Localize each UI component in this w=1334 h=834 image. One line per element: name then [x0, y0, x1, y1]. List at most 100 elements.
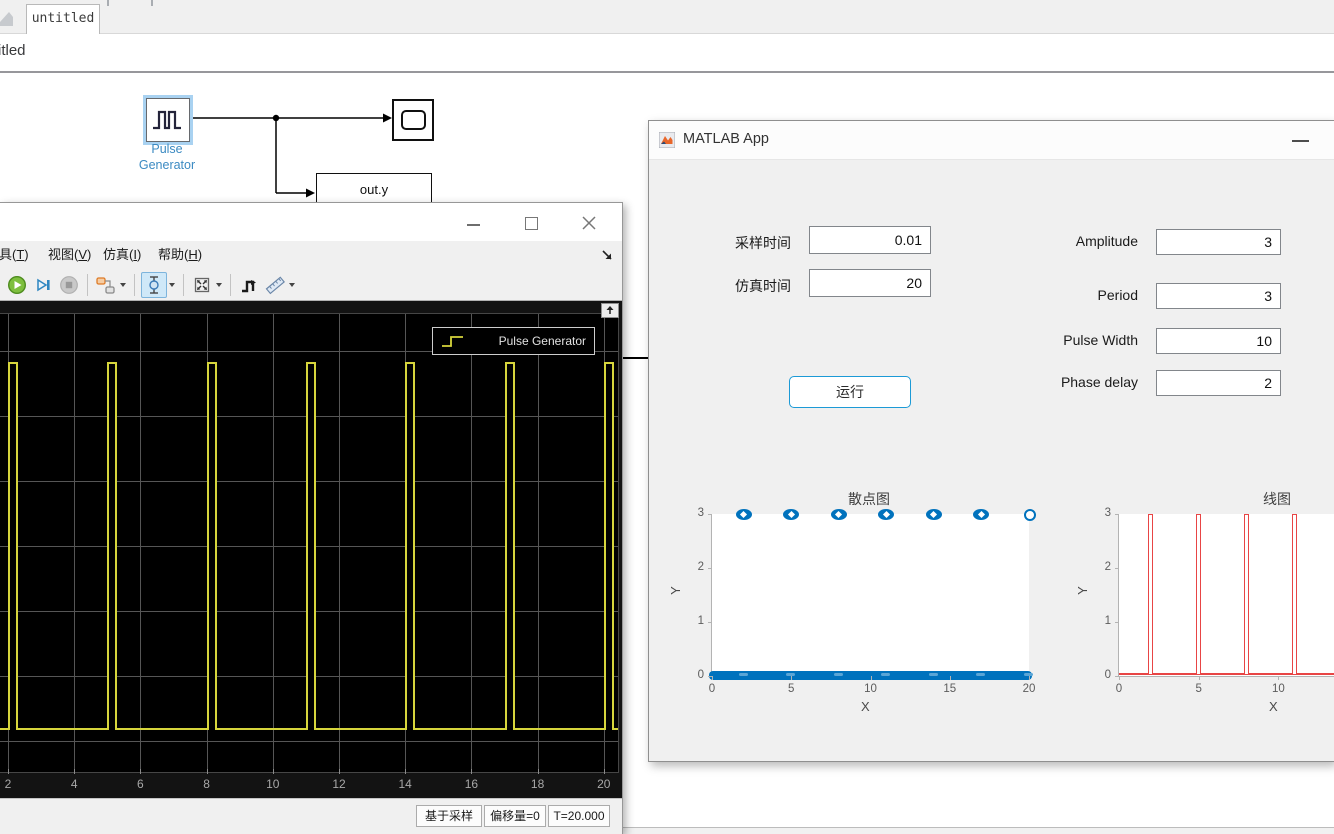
signal-pulse [504, 362, 515, 730]
tick-mark [339, 769, 340, 774]
legend-label: Pulse Generator [498, 334, 586, 348]
label-sim-time: 仿真时间 [735, 278, 791, 294]
band-highlight [881, 673, 891, 676]
signal-pulse [107, 362, 118, 730]
step-forward-button[interactable] [31, 273, 55, 297]
stop-button[interactable] [57, 273, 81, 297]
tick-mark [140, 769, 142, 774]
scatter-ylabel: Y [667, 586, 683, 595]
line-pulse [1148, 514, 1154, 674]
menu-simulation[interactable]: 仿真(I) [103, 247, 142, 262]
band-highlight [1024, 673, 1033, 676]
measurements-button[interactable] [263, 273, 287, 297]
label-sample-time: 采样时间 [735, 235, 791, 251]
tick-label: 3 [1104, 507, 1111, 519]
dropdown-caret[interactable] [289, 282, 295, 287]
tick-label: 0 [708, 683, 716, 695]
scope-title-bar[interactable] [0, 203, 622, 241]
marker-gap [740, 510, 748, 518]
scope-screen-icon [401, 110, 426, 130]
signal-pulse [8, 362, 18, 730]
line-ylabel: Y [1074, 586, 1090, 595]
expand-plot-button[interactable] [601, 303, 619, 318]
toolbar-separator [183, 273, 184, 296]
menu-tools[interactable]: 工具(T) [0, 247, 29, 262]
tick-mark [1278, 676, 1280, 680]
tick-label: 2 [1104, 561, 1111, 573]
tick-mark [708, 568, 712, 569]
band-highlight [976, 673, 986, 676]
maximize-button[interactable] [518, 214, 544, 232]
scope-block[interactable] [392, 99, 434, 141]
zoom-fit-icon [194, 277, 210, 292]
matlab-logo-icon [659, 132, 675, 148]
tick-label: 2 [697, 561, 704, 573]
tick-label: 4 [70, 777, 78, 791]
tick-label: 10 [864, 683, 877, 695]
dropdown-caret[interactable] [169, 282, 175, 287]
band-highlight [833, 673, 843, 676]
line-plot-area: 0 5 10 0 1 2 3 [1105, 507, 1334, 695]
dropdown-caret[interactable] [120, 282, 126, 287]
tick-label: 0 [1104, 669, 1111, 681]
dock-arrow-icon[interactable] [601, 249, 614, 262]
run-button[interactable]: 运行 [789, 376, 911, 408]
tick-mark [206, 769, 208, 774]
pulse-generator-label-line2: Generator [138, 158, 196, 172]
phase-delay-field[interactable]: 2 [1156, 370, 1281, 396]
cursor-measurements-button[interactable] [141, 271, 167, 298]
scatter-marker [878, 508, 895, 520]
step-signal-button[interactable] [237, 273, 261, 297]
scatter-marker [925, 508, 942, 520]
model-tab-untitled[interactable]: untitled [26, 4, 100, 34]
signal-pulse [305, 362, 316, 730]
gridline-v [272, 314, 274, 772]
line-pulse [1196, 514, 1202, 674]
dropdown-caret[interactable] [216, 282, 222, 287]
status-time: T=20.000 [548, 805, 610, 827]
period-field[interactable]: 3 [1156, 283, 1281, 309]
label-amplitude: Amplitude [1075, 233, 1138, 249]
marker-gap [835, 510, 843, 518]
hidden-wire-segment [622, 357, 648, 359]
toolbar-separator [134, 273, 135, 296]
signal-pulse [206, 362, 217, 730]
configure-signals-button[interactable] [94, 273, 118, 297]
scatter-title: 散点图 [848, 491, 890, 507]
gridline-h [0, 351, 618, 352]
scope-status-bar: 基于采样 偏移量=0 T=20.000 [0, 798, 622, 834]
menu-help[interactable]: 帮助(H) [158, 247, 203, 262]
zoom-fit-button[interactable] [190, 273, 214, 297]
scope-legend[interactable]: Pulse Generator [432, 327, 595, 355]
amplitude-field[interactable]: 3 [1156, 229, 1281, 255]
line-xlabel: X [1269, 699, 1278, 714]
tick-mark [1029, 676, 1030, 680]
app-title-bar[interactable]: MATLAB App [649, 121, 1334, 160]
tick-mark [712, 676, 713, 680]
scope-toolbar [0, 269, 622, 301]
line-pulse [1291, 514, 1297, 674]
run-icon [7, 275, 27, 294]
simulink-status-strip [0, 827, 1334, 834]
scatter-baseline-band [709, 671, 1032, 680]
sim-time-field[interactable]: 20 [809, 269, 931, 297]
gridline-h [0, 741, 618, 742]
close-button[interactable] [576, 214, 602, 232]
minimize-button[interactable] [460, 214, 486, 232]
sample-time-field[interactable]: 0.01 [809, 226, 931, 254]
app-minimize-button[interactable] [1292, 140, 1309, 142]
app-title: MATLAB App [683, 131, 769, 147]
tick-mark [1115, 676, 1119, 677]
scope-plot-area: Pulse Generator [0, 313, 619, 773]
scope-display: Pulse Generator 2 4 6 8 10 12 14 16 18 20 [0, 301, 622, 798]
run-button[interactable] [5, 273, 29, 297]
pulse-generator-block[interactable] [146, 98, 190, 142]
label-pulse-width: Pulse Width [1063, 332, 1138, 348]
tick-label: 14 [398, 777, 412, 791]
tick-label: 1 [697, 615, 704, 627]
close-icon [582, 216, 596, 230]
tick-mark [537, 769, 539, 774]
pulse-width-field[interactable]: 10 [1156, 328, 1281, 354]
scatter-xlabel: X [861, 699, 870, 714]
menu-view[interactable]: 视图(V) [48, 247, 92, 262]
